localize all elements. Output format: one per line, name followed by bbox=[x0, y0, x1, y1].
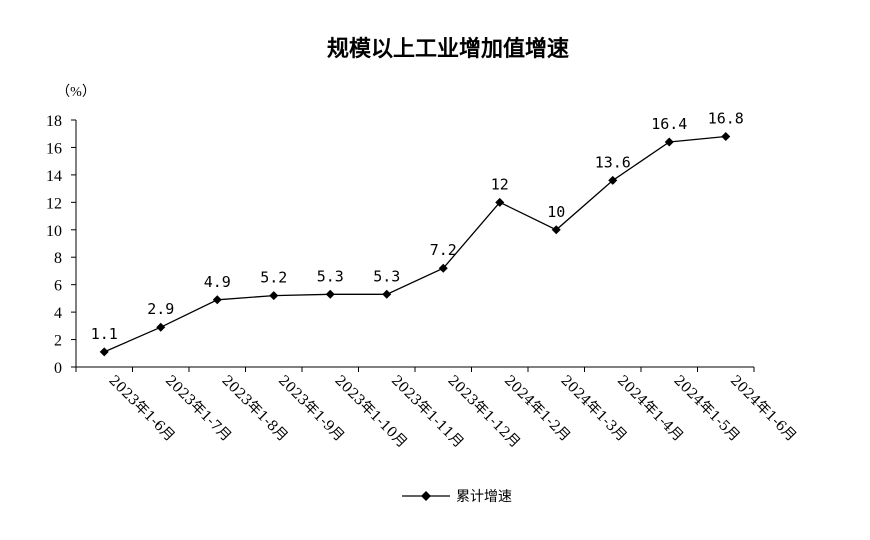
data-label: 10 bbox=[547, 203, 565, 221]
y-tick-label: 0 bbox=[54, 360, 62, 377]
y-tick-label: 16 bbox=[46, 140, 62, 157]
y-tick-label: 10 bbox=[46, 223, 62, 240]
series-line-group bbox=[104, 135, 726, 353]
data-point-marker bbox=[325, 289, 335, 299]
data-label: 7.2 bbox=[430, 241, 457, 259]
data-point-marker bbox=[269, 291, 279, 301]
y-tick-label: 4 bbox=[54, 305, 62, 322]
data-label: 16.8 bbox=[708, 109, 744, 127]
data-point-marker bbox=[551, 225, 561, 235]
y-tick-label: 12 bbox=[46, 195, 62, 212]
data-point-marker bbox=[156, 322, 166, 332]
data-label: 4.9 bbox=[204, 273, 231, 291]
data-point-marker bbox=[495, 197, 505, 207]
data-label: 2.9 bbox=[147, 300, 174, 318]
data-point-marker bbox=[99, 347, 109, 357]
data-point-marker bbox=[608, 175, 618, 185]
series-line bbox=[104, 135, 726, 353]
y-tick-label: 2 bbox=[54, 333, 62, 350]
data-label: 13.6 bbox=[595, 153, 631, 171]
y-tick-label: 6 bbox=[54, 278, 62, 295]
data-label: 12 bbox=[491, 175, 509, 193]
y-tick-label: 14 bbox=[46, 168, 62, 185]
data-label: 16.4 bbox=[651, 115, 687, 133]
y-unit-label: （%） bbox=[56, 84, 96, 100]
data-point-marker bbox=[721, 131, 731, 141]
legend-label: 累计增速 bbox=[456, 489, 512, 505]
data-label: 1.1 bbox=[91, 325, 118, 343]
legend-marker bbox=[421, 491, 431, 501]
x-tick-group: 2023年1-6月2023年1-7月2023年1-8月2023年1-9月2023… bbox=[105, 373, 799, 452]
axes: 0 2 4 6 8 10 12 14 16 18 bbox=[46, 113, 755, 377]
data-label: 5.2 bbox=[260, 269, 287, 287]
data-label-group: 1.1 2.9 4.9 5.2 5.3 5.3 7.2 12 10 13.6 16.4 16.8 bbox=[91, 109, 744, 342]
data-label: 5.3 bbox=[373, 267, 400, 285]
data-point-marker bbox=[212, 295, 222, 305]
y-tick-label: 18 bbox=[46, 113, 62, 130]
data-point-marker bbox=[438, 263, 448, 273]
data-point-marker bbox=[382, 289, 392, 299]
y-tick-label: 8 bbox=[54, 250, 62, 267]
data-point-marker bbox=[664, 137, 674, 147]
marker-group bbox=[99, 131, 731, 357]
data-label: 5.3 bbox=[317, 267, 344, 285]
chart-title: 规模以上工业增加值增速 bbox=[327, 36, 569, 62]
legend: 累计增速 bbox=[402, 489, 512, 505]
